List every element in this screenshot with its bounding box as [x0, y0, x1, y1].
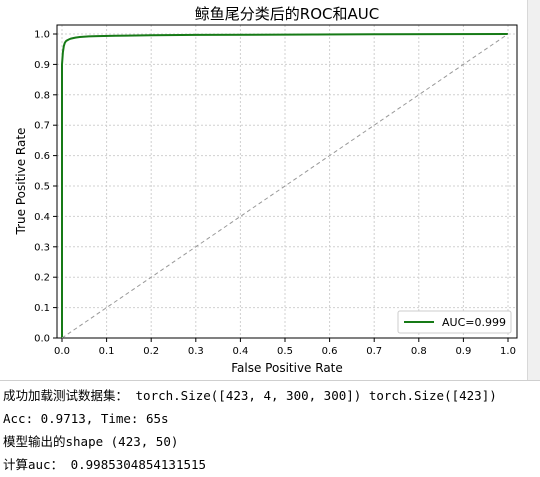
y-tick-label: 0.4	[34, 212, 50, 223]
plot-frame	[56, 24, 518, 339]
y-tick-label: 0.3	[34, 242, 50, 253]
y-tick-label: 0.2	[34, 273, 50, 284]
x-tick-label: 0.0	[54, 346, 70, 357]
y-tick-label: 0.6	[34, 151, 50, 162]
output-line-accuracy: Acc: 0.9713, Time: 65s	[3, 411, 169, 426]
x-tick-label: 0.1	[99, 346, 115, 357]
y-tick-label: 0.1	[34, 303, 50, 314]
grid-layer	[57, 25, 517, 339]
x-tick-label: 0.3	[188, 346, 204, 357]
x-tick-label: 0.7	[366, 346, 382, 357]
figure-panel: 0.0 0.1 0.2 0.3 0.4 0.5 0.6 0.7 0.8 0.9 1.0 0.0 0.1 0…	[14, 0, 540, 380]
x-tick-label: 1.0	[500, 346, 516, 357]
ticks-layer: 0.0 0.1 0.2 0.3 0.4 0.5 0.6 0.7 0.8 0.9 1.0 0.0 0.1 0…	[34, 30, 516, 358]
y-tick-label: 1.0	[34, 30, 50, 41]
series-layer	[61, 33, 509, 339]
y-tick-label: 0.7	[34, 121, 50, 132]
chart-title: 鲸鱼尾分类后的ROC和AUC	[195, 5, 379, 23]
y-tick-label: 0.9	[34, 60, 50, 71]
output-line-shape: 模型输出的shape (423, 50)	[3, 434, 179, 449]
legend-label: AUC=0.999	[442, 316, 506, 329]
x-tick-label: 0.6	[322, 346, 338, 357]
chance-diagonal-line	[61, 33, 509, 339]
legend-box	[397, 310, 512, 334]
y-tick-label: 0.8	[34, 90, 50, 101]
roc-curve-line	[61, 33, 509, 338]
x-tick-label: 0.4	[232, 346, 248, 357]
x-axis-title: False Positive Rate	[231, 361, 343, 375]
roc-chart: 0.0 0.1 0.2 0.3 0.4 0.5 0.6 0.7 0.8 0.9 1.0 0.0 0.1 0…	[14, 5, 518, 375]
output-line-auc: 计算auc： 0.9985304854131515	[3, 457, 207, 472]
x-tick-label: 0.8	[411, 346, 427, 357]
y-tick-label: 0.5	[34, 182, 50, 193]
legend: AUC=0.999	[397, 310, 512, 334]
vertical-scrollbar[interactable]	[527, 0, 540, 380]
x-tick-label: 0.5	[277, 346, 293, 357]
output-panel: 成功加载测试数据集： torch.Size([423, 4, 300, 300]…	[0, 380, 540, 477]
y-axis-title: True Positive Rate	[14, 128, 28, 236]
y-tick-label: 0.0	[34, 334, 50, 345]
output-line-dataset: 成功加载测试数据集： torch.Size([423, 4, 300, 300]…	[3, 388, 497, 403]
x-tick-label: 0.9	[455, 346, 471, 357]
x-tick-label: 0.2	[143, 346, 159, 357]
